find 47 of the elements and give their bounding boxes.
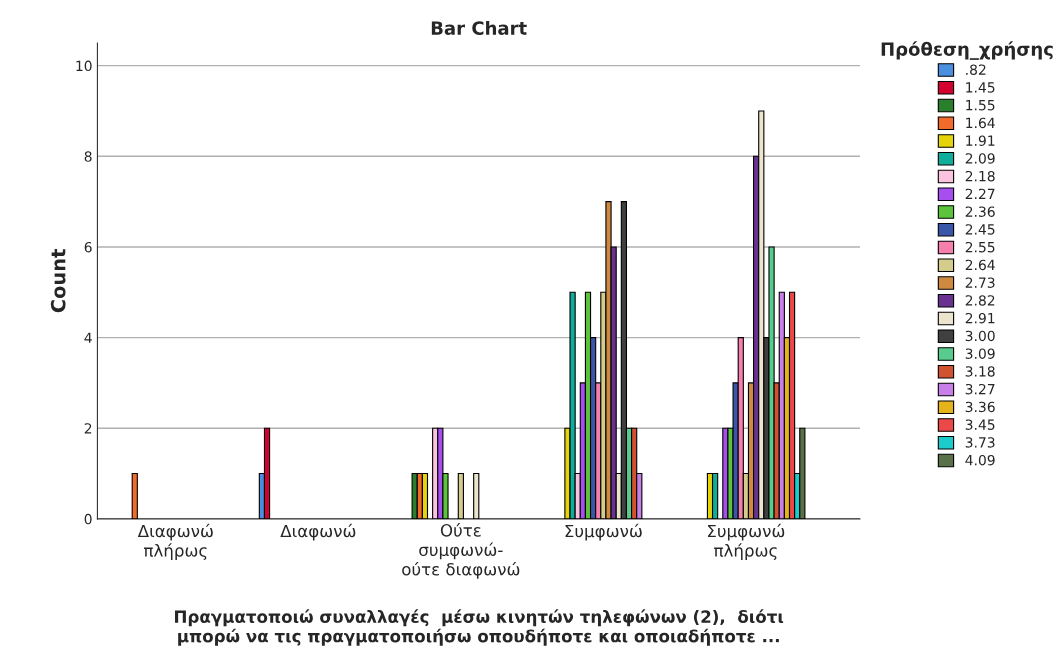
legend-label: 2.27 (965, 188, 995, 199)
legend-label: 2.18 (965, 170, 995, 182)
x-tick-label: Συμφωνώ (565, 523, 642, 541)
x-axis-title: Πραγματοποιώ συναλλαγές μέσω κινητών τηλεφώνων (2), διότι μπορώ να τις πραγματοποιήσω οπουδήποτε και οποιαδήποτε ... (175, 609, 784, 646)
y-tick-label: 8 (84, 151, 92, 162)
legend-label: .82 (966, 64, 986, 75)
bar (620, 201, 628, 519)
bar (421, 473, 429, 519)
y-tick-label: 10 (76, 60, 92, 72)
legend-label: 1.45 (966, 82, 995, 93)
bar (473, 473, 480, 519)
chart-title: Bar Chart (431, 20, 527, 35)
legend-label: 2.45 (965, 224, 995, 235)
legend-label: 3.18 (965, 366, 995, 377)
legend-label: 3.45 (965, 419, 995, 430)
bar (263, 427, 271, 519)
y-axis-title: Count (50, 249, 66, 313)
bar (788, 291, 796, 519)
legend-label: 3.73 (965, 437, 995, 448)
legend-label: 2.82 (965, 295, 995, 306)
y-tick-label: 6 (84, 241, 92, 253)
legend-label: 3.09 (965, 348, 995, 359)
legend-label: 2.36 (965, 206, 995, 217)
x-tick-label: Διαφωνώ (280, 523, 356, 541)
y-tick-label: 0 (84, 513, 92, 525)
legend-title: Πρόθεση_χρήσης (881, 41, 1053, 60)
legend-label: 2.09 (965, 153, 995, 164)
legend-label: 3.00 (965, 330, 995, 342)
legend-label: 1.55 (966, 100, 995, 111)
legend-label: 2.64 (965, 259, 995, 271)
legend-label: 1.91 (966, 135, 995, 146)
legend-label: 3.36 (965, 401, 995, 413)
x-tick-label: Διαφωνώ πλήρως (137, 523, 213, 561)
bar (457, 473, 464, 519)
x-tick-label: Συμφωνώ πλήρως (708, 523, 785, 561)
y-tick-label: 2 (84, 423, 92, 434)
legend-label: 2.73 (965, 277, 995, 288)
legend-label: 3.27 (965, 383, 995, 395)
legend-label: 2.55 (965, 241, 995, 253)
x-tick-label: Ούτε συμφωνώ- ούτε διαφωνώ (402, 523, 520, 579)
bar (131, 473, 138, 519)
legend-label: 4.09 (965, 454, 995, 466)
bar (711, 473, 719, 519)
bar (411, 473, 418, 519)
legend-label: 2.91 (965, 312, 995, 324)
y-tick-label: 4 (84, 332, 92, 343)
legend-label: 1.64 (966, 117, 995, 129)
